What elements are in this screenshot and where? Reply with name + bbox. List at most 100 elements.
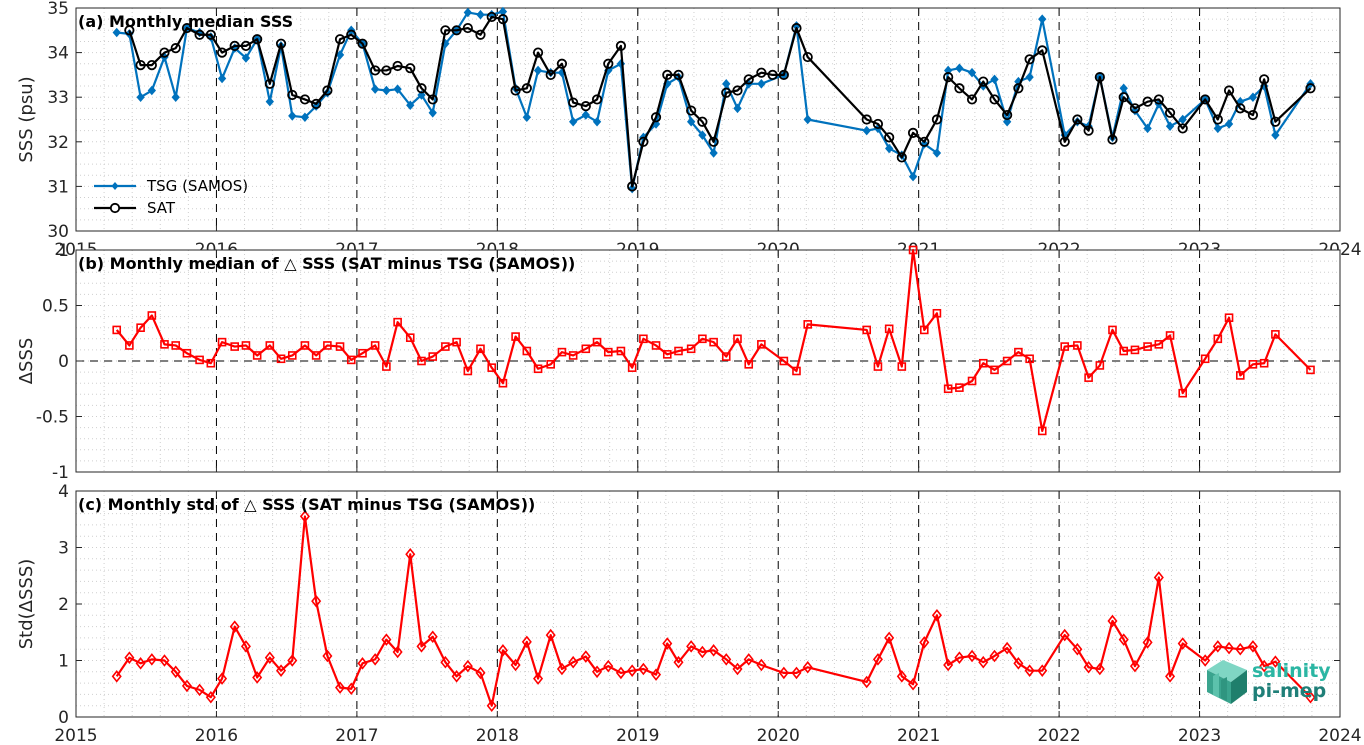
- data-point: [1165, 670, 1176, 683]
- data-point: [1013, 83, 1024, 94]
- data-point: [1165, 331, 1175, 340]
- data-point: [803, 320, 813, 329]
- data-point: [181, 679, 192, 693]
- data-point: [568, 97, 579, 108]
- data-point: [1248, 92, 1258, 102]
- data-point: [112, 27, 121, 38]
- data-point: [1247, 640, 1258, 653]
- data-point: [1224, 119, 1234, 129]
- data-point: [872, 653, 883, 666]
- data-point: [673, 655, 684, 669]
- data-point: [287, 351, 297, 360]
- data-point: [581, 110, 590, 120]
- data-point: [1024, 664, 1035, 677]
- data-point: [978, 358, 988, 368]
- data-point: [241, 341, 251, 350]
- chart-panel-3: 0 1 2 3 4 2015 2016 2017 2018 2019 2020 2021 2022 202…: [16, 482, 1362, 745]
- data-point: [440, 25, 451, 36]
- data-point: [592, 116, 602, 127]
- x-tick-label: 2020: [757, 726, 800, 745]
- data-point: [896, 670, 907, 683]
- data-point: [791, 666, 802, 680]
- data-point: [357, 38, 368, 49]
- data-point: [1037, 426, 1047, 436]
- data-point: [511, 332, 520, 341]
- data-point: [311, 98, 322, 109]
- y-tick-label: 33: [47, 88, 69, 108]
- data-point: [406, 100, 415, 110]
- data-point: [147, 85, 157, 96]
- data-point: [497, 14, 509, 25]
- data-point: [757, 79, 766, 89]
- data-point: [170, 43, 181, 54]
- data-point: [240, 40, 252, 52]
- data-point: [1037, 45, 1048, 56]
- data-point: [662, 69, 673, 81]
- data-point: [382, 85, 391, 96]
- panel-title: (c) Monthly std of △ SSS (SAT minus TSG …: [78, 495, 535, 514]
- data-point: [615, 40, 627, 52]
- data-point: [721, 653, 732, 666]
- data-point: [358, 348, 367, 358]
- data-point: [861, 675, 872, 689]
- data-point: [147, 311, 157, 320]
- data-point: [1119, 346, 1129, 356]
- data-point: [651, 668, 662, 681]
- data-point: [1025, 354, 1034, 364]
- data-point: [287, 89, 298, 101]
- data-point: [1177, 123, 1188, 134]
- series-sat: [124, 11, 1316, 192]
- data-point: [650, 112, 662, 123]
- data-point: [533, 364, 543, 374]
- data-point: [125, 341, 134, 350]
- data-point: [452, 337, 461, 347]
- data-point: [416, 640, 427, 653]
- data-point: [1037, 664, 1048, 677]
- data-point: [1002, 356, 1012, 366]
- data-point: [1059, 136, 1070, 147]
- data-point: [954, 83, 965, 94]
- data-point: [1002, 641, 1013, 655]
- data-point: [1177, 637, 1188, 650]
- data-point: [744, 360, 754, 369]
- data-point: [522, 112, 531, 123]
- data-point: [546, 360, 556, 369]
- y-tick-label: 35: [47, 0, 69, 19]
- data-point: [1235, 371, 1245, 380]
- data-point: [1142, 636, 1153, 649]
- data-point: [884, 132, 895, 143]
- data-point: [322, 649, 333, 663]
- data-point: [370, 341, 380, 350]
- data-point: [1247, 109, 1259, 121]
- data-point: [171, 92, 180, 102]
- data-point: [592, 337, 602, 347]
- x-tick-label: 2015: [54, 726, 97, 745]
- data-point: [486, 11, 497, 23]
- data-point: [205, 29, 216, 40]
- data-point: [919, 636, 930, 649]
- y-tick-label: -0.5: [36, 408, 69, 428]
- data-point: [521, 635, 532, 649]
- data-point: [1094, 72, 1105, 83]
- data-point: [463, 7, 473, 18]
- data-point: [919, 136, 930, 147]
- data-point: [229, 620, 240, 633]
- data-point: [300, 112, 310, 123]
- data-point: [1305, 690, 1316, 704]
- data-point: [1271, 330, 1280, 339]
- data-point: [1118, 92, 1129, 103]
- data-point: [1143, 342, 1152, 351]
- data-point: [194, 29, 205, 40]
- data-point: [181, 22, 193, 34]
- data-point: [311, 594, 322, 608]
- y-tick-label: 0.5: [42, 297, 69, 317]
- y-axis-label: SSS (psu): [16, 76, 37, 162]
- data-point: [276, 664, 287, 677]
- data-point: [698, 130, 707, 140]
- y-tick-label: 1: [58, 652, 69, 672]
- data-point: [1213, 334, 1223, 344]
- data-point: [627, 181, 638, 192]
- data-point: [276, 354, 286, 364]
- data-point: [1212, 640, 1223, 653]
- data-point: [686, 640, 697, 653]
